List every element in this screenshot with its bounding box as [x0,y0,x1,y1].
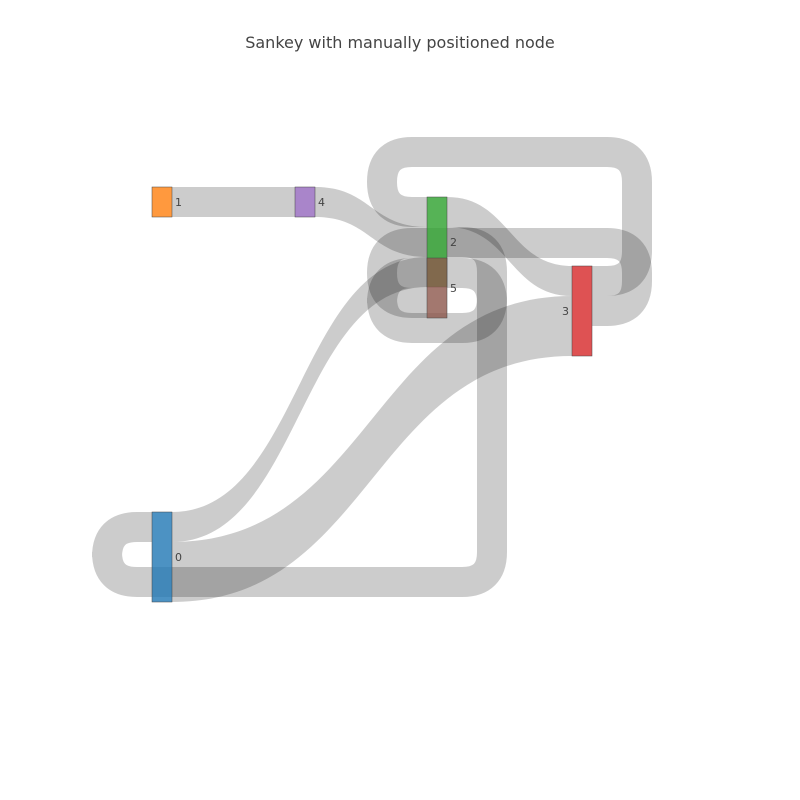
links-layer [92,137,652,602]
node-label-2: 2 [450,236,457,249]
labels-layer: 0 1 2 3 4 5 [175,196,569,564]
link-2-to-3[interactable] [447,197,572,296]
node-0[interactable] [151,511,173,603]
link-3-to-2[interactable] [366,137,652,296]
nodes-layer [151,186,593,603]
node-5[interactable] [426,257,448,319]
link-0-to-2[interactable] [172,257,427,542]
node-4[interactable] [294,186,316,218]
node-label-5: 5 [450,282,457,295]
link-4-to-2[interactable] [315,187,427,257]
link-3-to-5[interactable] [366,228,652,326]
node-label-1: 1 [175,196,182,209]
link-1-to-4[interactable] [172,187,295,217]
link-2-to-5[interactable] [367,227,507,343]
link-0-to-3[interactable] [172,296,572,602]
chart-title: Sankey with manually positioned node [245,33,555,52]
node-label-4: 4 [318,196,325,209]
node-3[interactable] [571,265,593,357]
link-5-to-0[interactable] [92,258,507,597]
node-label-3: 3 [562,305,569,318]
node-1[interactable] [151,186,173,218]
node-label-0: 0 [175,551,182,564]
